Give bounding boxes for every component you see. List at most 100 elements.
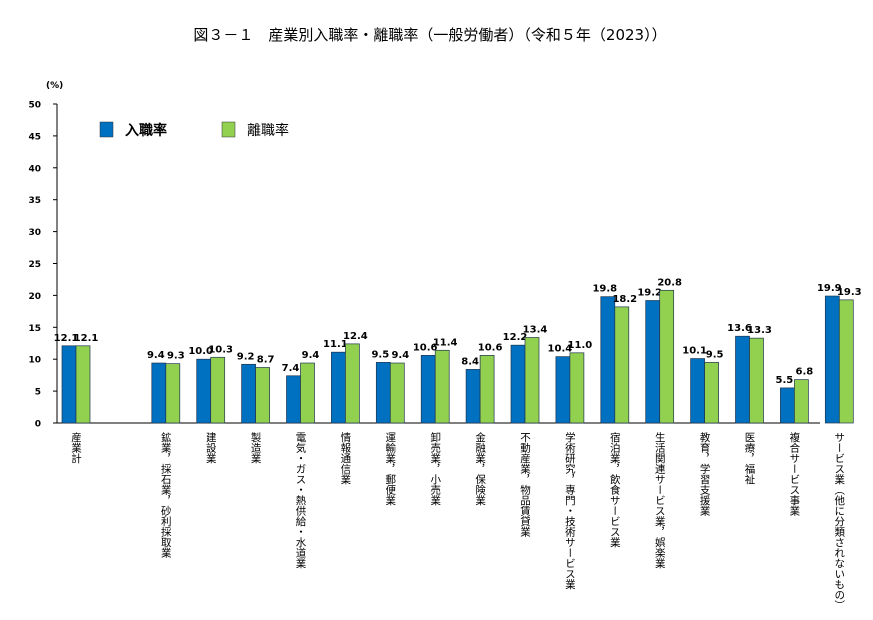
- bar: [780, 387, 795, 424]
- y-tick-label: 10: [28, 356, 41, 366]
- y-tick-label: 30: [28, 228, 41, 238]
- y-tick-label: 25: [28, 260, 41, 270]
- x-tick-label: 教育，学習支援業: [699, 431, 711, 517]
- x-tick-label: 製造業: [250, 431, 262, 464]
- bar: [434, 349, 450, 424]
- value-label: 10.6: [478, 342, 503, 353]
- y-tick-label: 50: [28, 101, 41, 111]
- value-label: 12.1: [74, 333, 99, 344]
- value-label: 10.3: [208, 344, 233, 355]
- bar: [659, 289, 675, 424]
- legend-label: 入職率: [125, 122, 167, 139]
- value-label: 6.8: [796, 367, 814, 378]
- value-label: 5.5: [776, 375, 794, 386]
- bar: [300, 362, 315, 424]
- y-tick-label: 5: [35, 388, 41, 398]
- bar: [510, 344, 526, 424]
- value-label: 10.0: [188, 346, 213, 357]
- bar: [241, 363, 256, 424]
- value-label: 11.0: [568, 340, 593, 351]
- value-label: 11.4: [433, 337, 458, 348]
- bar: [794, 379, 809, 424]
- value-label: 9.4: [391, 350, 409, 361]
- bar: [61, 345, 77, 424]
- x-tick-label: 運輸業，郵便業: [384, 432, 396, 506]
- value-label: 8.7: [257, 354, 275, 365]
- value-label: 9.5: [371, 349, 389, 360]
- bar: [479, 355, 495, 424]
- value-label: 19.8: [592, 284, 617, 295]
- bar: [838, 299, 854, 424]
- value-label: 18.2: [612, 294, 637, 305]
- y-tick-label: 40: [28, 164, 41, 174]
- bar: [614, 306, 630, 424]
- bar: [690, 358, 705, 424]
- value-label: 7.4: [282, 363, 300, 374]
- value-label: 10.4: [548, 344, 573, 355]
- bar: [331, 351, 346, 424]
- bar: [645, 300, 661, 424]
- value-label: 19.9: [817, 283, 842, 294]
- value-label: 9.4: [302, 350, 320, 361]
- bar: [749, 337, 764, 424]
- x-tick-label: 宿泊業，飲食サービス業: [609, 431, 621, 548]
- x-tick-label: 医療，福祉: [744, 432, 756, 485]
- value-label: 11.1: [323, 339, 348, 350]
- x-tick-label: 産業計: [70, 431, 82, 464]
- legend-label: 離職率: [247, 122, 289, 139]
- y-tick-label: 15: [28, 324, 41, 334]
- value-label: 8.4: [461, 356, 479, 367]
- bar: [255, 367, 270, 424]
- bar: [704, 362, 719, 424]
- value-label: 12.4: [343, 331, 368, 342]
- value-label: 9.5: [706, 349, 724, 360]
- x-tick-label: 建設業: [205, 431, 217, 464]
- value-label: 9.2: [237, 351, 255, 362]
- x-tick-label: 複合サービス事業: [788, 431, 800, 517]
- value-label: 12.1: [54, 333, 79, 344]
- x-tick-label: 鉱業，採石業，砂利採取業: [160, 431, 172, 559]
- legend-swatch: [99, 121, 114, 138]
- value-label: 9.3: [167, 351, 185, 362]
- value-label: 13.6: [727, 323, 752, 334]
- bar: [375, 362, 391, 424]
- value-label: 12.2: [503, 332, 528, 343]
- bar: [165, 363, 181, 424]
- x-tick-label: 卸売業，小売業: [429, 431, 441, 506]
- value-label: 10.1: [682, 346, 707, 357]
- x-tick-label: 電気・ガス・熱供給・水道業: [295, 432, 307, 569]
- bar: [555, 356, 571, 424]
- y-tick-label: 20: [28, 292, 41, 302]
- x-tick-label: 学術研究，専門・技術サービス業: [564, 431, 576, 590]
- bar: [345, 343, 360, 424]
- x-tick-label: 不動産業，物品賃貸業: [519, 432, 531, 538]
- value-label: 20.8: [657, 277, 682, 288]
- bar: [600, 296, 616, 424]
- value-label: 10.6: [413, 342, 438, 353]
- bar: [735, 335, 750, 424]
- value-label: 19.2: [637, 288, 662, 299]
- chart-title: 図３－１ 産業別入職率・離職率（一般労働者）（令和５年（2023））: [193, 26, 666, 44]
- bar: [75, 345, 91, 424]
- bar: [151, 362, 167, 424]
- bar: [210, 356, 226, 424]
- value-label: 13.4: [523, 325, 548, 336]
- bar: [286, 375, 301, 424]
- bar: [465, 369, 481, 424]
- bar: [420, 355, 436, 424]
- legend-swatch: [221, 121, 236, 138]
- value-label: 9.4: [147, 350, 165, 361]
- x-tick-label: 生活関連サービス業，娯楽業: [654, 431, 666, 569]
- y-tick-label: 0: [35, 420, 41, 430]
- bar: [196, 358, 212, 424]
- bar: [524, 337, 540, 424]
- y-tick-label: 35: [28, 196, 41, 206]
- bar: [569, 352, 585, 424]
- y-unit: (%): [46, 81, 63, 91]
- bar: [824, 295, 840, 424]
- x-tick-label: 金融業，保険業: [474, 431, 486, 506]
- x-tick-label: 情報通信業: [339, 431, 351, 485]
- value-label: 19.3: [837, 287, 862, 298]
- x-tick-label: サービス業（他に分類されないもの）: [833, 432, 845, 611]
